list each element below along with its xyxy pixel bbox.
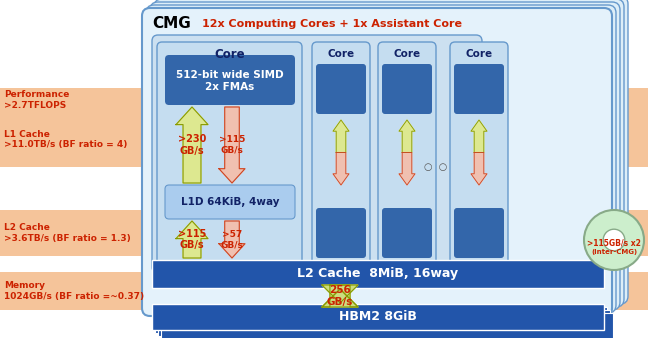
FancyBboxPatch shape bbox=[316, 64, 366, 114]
Text: Memory
1024GB/s (BF ratio =~0.37): Memory 1024GB/s (BF ratio =~0.37) bbox=[4, 281, 144, 301]
FancyBboxPatch shape bbox=[152, 35, 482, 273]
Text: >115
GB/s: >115 GB/s bbox=[178, 229, 206, 250]
Text: L1 Cache
>11.0TB/s (BF ratio = 4): L1 Cache >11.0TB/s (BF ratio = 4) bbox=[4, 130, 128, 149]
FancyBboxPatch shape bbox=[150, 2, 620, 310]
Text: Performance
>2.7TFLOPS: Performance >2.7TFLOPS bbox=[4, 90, 69, 110]
FancyBboxPatch shape bbox=[454, 64, 504, 114]
Text: 12x Computing Cores + 1x Assistant Core: 12x Computing Cores + 1x Assistant Core bbox=[202, 19, 462, 29]
FancyBboxPatch shape bbox=[382, 64, 432, 114]
Text: Core: Core bbox=[214, 48, 245, 61]
Polygon shape bbox=[176, 107, 208, 183]
FancyBboxPatch shape bbox=[154, 0, 624, 307]
FancyBboxPatch shape bbox=[158, 0, 628, 304]
FancyBboxPatch shape bbox=[142, 8, 612, 316]
Polygon shape bbox=[399, 152, 415, 185]
Polygon shape bbox=[176, 221, 208, 258]
Bar bbox=[152, 304, 604, 330]
Text: >57
GB/s: >57 GB/s bbox=[220, 230, 244, 249]
Polygon shape bbox=[333, 120, 349, 152]
Bar bbox=[0, 88, 648, 112]
Bar bbox=[0, 210, 648, 256]
Circle shape bbox=[603, 229, 625, 251]
FancyBboxPatch shape bbox=[316, 208, 366, 258]
Text: HBM2 8GiB: HBM2 8GiB bbox=[339, 311, 417, 323]
Bar bbox=[161, 313, 613, 338]
Text: >230
GB/s: >230 GB/s bbox=[178, 134, 206, 156]
FancyBboxPatch shape bbox=[454, 208, 504, 258]
Text: >115
GB/s: >115 GB/s bbox=[219, 135, 245, 155]
Text: Core: Core bbox=[465, 49, 492, 59]
Text: >115GB/s x2: >115GB/s x2 bbox=[587, 239, 641, 247]
Polygon shape bbox=[219, 221, 245, 258]
Circle shape bbox=[584, 210, 644, 270]
FancyBboxPatch shape bbox=[165, 185, 295, 219]
Bar bbox=[0, 112, 648, 167]
Bar bbox=[158, 310, 610, 336]
Polygon shape bbox=[399, 120, 415, 152]
Polygon shape bbox=[471, 152, 487, 185]
Polygon shape bbox=[333, 152, 349, 185]
FancyBboxPatch shape bbox=[382, 208, 432, 258]
Bar bbox=[155, 307, 607, 333]
Polygon shape bbox=[322, 285, 358, 303]
Text: CMG: CMG bbox=[152, 17, 191, 31]
Bar bbox=[0, 272, 648, 310]
Text: L1D 64KiB, 4way: L1D 64KiB, 4way bbox=[181, 197, 279, 207]
Text: 2x FMAs: 2x FMAs bbox=[205, 82, 255, 92]
Polygon shape bbox=[471, 120, 487, 152]
FancyBboxPatch shape bbox=[146, 5, 616, 313]
FancyBboxPatch shape bbox=[312, 42, 370, 268]
Text: Core: Core bbox=[327, 49, 354, 59]
Text: L2 Cache
>3.6TB/s (BF ratio = 1.3): L2 Cache >3.6TB/s (BF ratio = 1.3) bbox=[4, 223, 131, 243]
FancyBboxPatch shape bbox=[165, 55, 295, 105]
Polygon shape bbox=[219, 107, 245, 183]
Text: Core: Core bbox=[393, 49, 421, 59]
FancyBboxPatch shape bbox=[157, 42, 302, 268]
Bar bbox=[152, 260, 604, 288]
FancyBboxPatch shape bbox=[450, 42, 508, 268]
Polygon shape bbox=[322, 289, 358, 307]
Text: 256
GB/s: 256 GB/s bbox=[327, 285, 353, 307]
Text: L2 Cache  8MiB, 16way: L2 Cache 8MiB, 16way bbox=[297, 267, 459, 281]
Text: ○  ○: ○ ○ bbox=[424, 162, 448, 172]
Polygon shape bbox=[322, 285, 358, 307]
FancyBboxPatch shape bbox=[378, 42, 436, 268]
Text: 512-bit wide SIMD: 512-bit wide SIMD bbox=[176, 70, 284, 80]
Text: (Inter-CMG): (Inter-CMG) bbox=[591, 249, 637, 255]
